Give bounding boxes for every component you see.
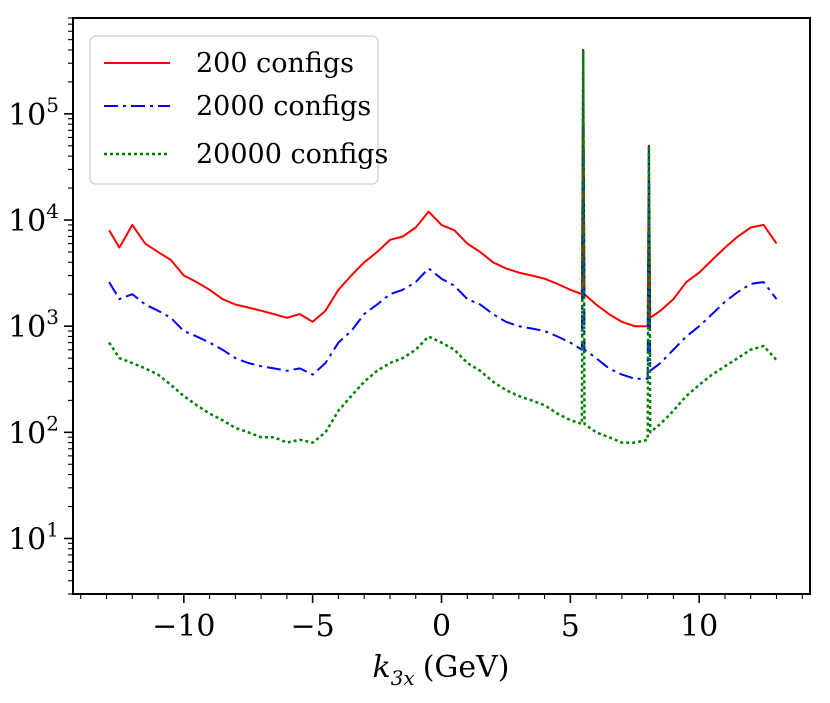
series-line-2 (108, 49, 778, 380)
legend: 200 configs 2000 configs 20000 configs (89, 35, 388, 185)
legend-entry-3: 20000 configs (104, 139, 388, 170)
series-layer (108, 48, 778, 444)
x-axis-label: k3x (GeV) (373, 650, 510, 690)
plot-frame (72, 17, 811, 595)
legend-label-2: 2000 configs (196, 91, 371, 122)
legend-entry-2: 2000 configs (104, 91, 371, 122)
x-axis-label-symbol: k (373, 650, 391, 685)
y-tick-label-5: 105 (8, 93, 59, 133)
x-tick-label-4: 5 (561, 609, 580, 644)
x-tick-label-5: 10 (680, 609, 718, 644)
tick-layer: −10 −5 0 5 10 101 102 103 104 105 (8, 17, 803, 644)
x-tick-label-1: −10 (152, 609, 215, 644)
legend-entry-1: 200 configs (104, 48, 354, 79)
legend-label-1: 200 configs (196, 48, 354, 79)
legend-label-3: 20000 configs (196, 139, 388, 170)
y-tick-label-1: 101 (8, 517, 59, 557)
x-axis-label-subscript: 3x (391, 666, 415, 690)
series-line-3 (108, 48, 778, 444)
x-axis-label-unit: (GeV) (423, 650, 510, 685)
y-tick-label-4: 104 (8, 199, 59, 239)
y-tick-label-3: 103 (8, 305, 59, 345)
x-tick-label-2: −5 (291, 609, 335, 644)
legend-box (89, 35, 379, 185)
x-tick-label-3: 0 (432, 609, 451, 644)
y-tick-label-2: 102 (8, 411, 59, 451)
series-line-1 (108, 49, 778, 328)
